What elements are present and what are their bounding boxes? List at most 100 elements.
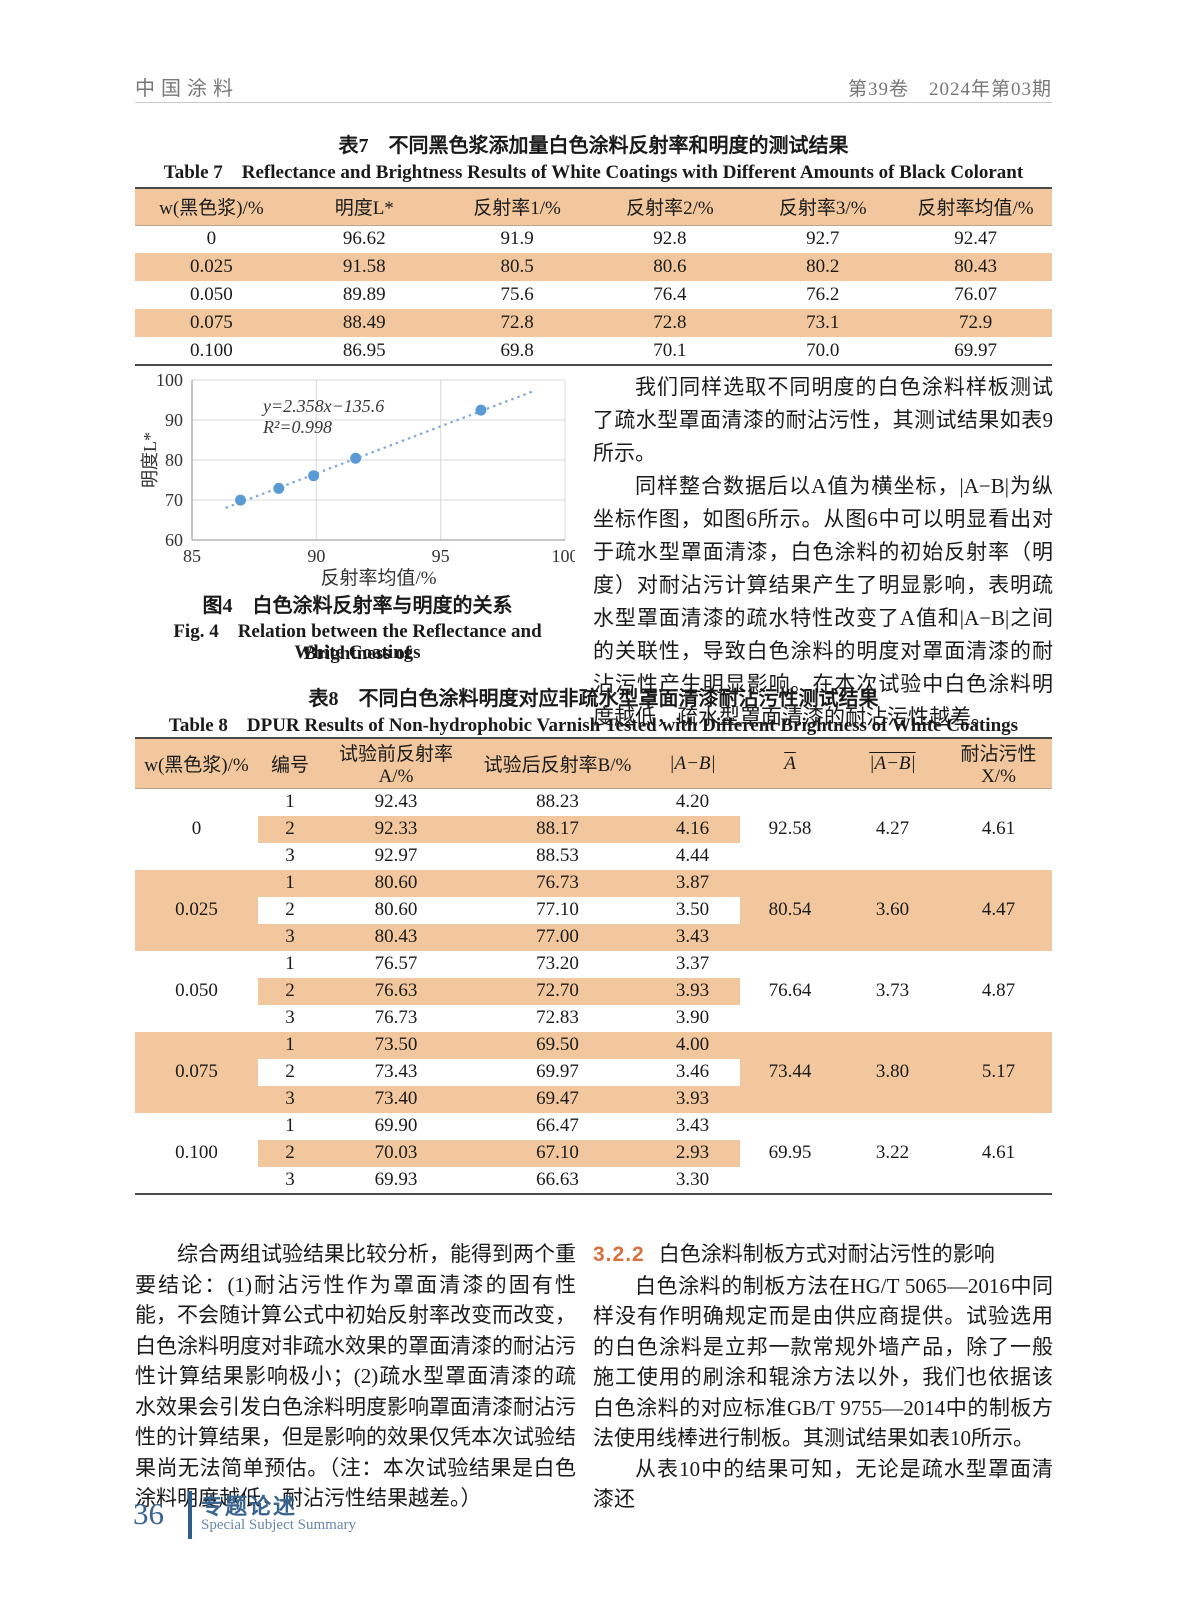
table8-caption-en: Table 8 DPUR Results of Non-hydrophobic …: [168, 715, 1019, 736]
x-axis-label: 反射率均值/%: [320, 567, 436, 587]
table-cell: 80.43: [322, 923, 470, 951]
table7: w(黑色浆)/% 明度L* 反射率1/% 反射率2/% 反射率3/% 反射率均值/% 0 9…: [135, 187, 1052, 366]
journal-name: 中国涂料: [135, 78, 239, 100]
table-cell: 73.1: [806, 312, 840, 333]
table-cell: 75.6: [500, 284, 534, 305]
table-cell: 89.89: [342, 284, 386, 305]
table-cell: 4.16: [645, 815, 740, 843]
table-cell: 88.23: [470, 788, 645, 816]
table-cell: 3.93: [645, 1085, 740, 1113]
group-w-value: 0.050: [135, 950, 258, 1032]
table-cell: 72.83: [470, 1004, 645, 1032]
table-row: 0.050 1 76.57 73.20 3.37 76.64 3.73 4.87: [135, 950, 1052, 1032]
overline-symbol: |A−B|: [869, 752, 916, 774]
table8-body: 0 1 92.43 88.23 4.20 92.58 4.27 4.61 2 92.33 88.17…: [135, 788, 1052, 1194]
table-cell: 3: [258, 1004, 322, 1032]
table-cell: 72.8: [653, 312, 687, 333]
group-w-value: 0.025: [135, 869, 258, 951]
y-tick-label: 60: [165, 530, 183, 550]
table-cell: 3: [258, 1085, 322, 1113]
table-cell: 69.97: [470, 1058, 645, 1086]
y-axis-label: 明度L*: [140, 432, 160, 488]
overline-symbol: A: [784, 752, 796, 774]
column-header: 编号: [270, 755, 309, 776]
table-cell: 4.20: [645, 788, 740, 816]
data-point: [273, 482, 285, 494]
table-row: 2 70.03 67.10 2.93: [135, 1139, 1052, 1167]
table-row: 3 76.73 72.83 3.90: [135, 1004, 1052, 1032]
table-cell: 3: [258, 923, 322, 951]
group-dpur-x: 4.61: [945, 788, 1052, 870]
table-cell: 92.7: [806, 228, 840, 250]
y-tick-label: 70: [165, 490, 183, 510]
table7-caption-en: Table 7 Reflectance and Brightness Resul…: [163, 162, 1024, 183]
group-dpur-x: 4.61: [945, 1112, 1052, 1194]
group-w-value: 0: [135, 788, 258, 870]
table-row: 0.075 88.49 72.8 72.8 73.1 72.9: [135, 309, 1052, 337]
data-point: [308, 470, 320, 482]
table-row: 0 96.62 91.9 92.8 92.7 92.47: [135, 225, 1052, 253]
table-cell: 3.43: [645, 1112, 740, 1140]
table-cell: 2: [258, 1058, 322, 1086]
y-tick-label: 80: [165, 450, 183, 470]
scatter-plot: 60 70 80 90 100 85 90 95 100 y=2.358x−135.6R²=0.9…: [140, 370, 579, 589]
table-cell: 1: [258, 950, 322, 978]
trendline-equation: y=2.358x−135.6: [261, 396, 384, 416]
group-dpur-x: 4.87: [945, 950, 1052, 1032]
table-cell: 92.33: [322, 815, 470, 843]
header-divider: [135, 102, 1052, 103]
table-row: 0.100 86.95 69.8 70.1 70.0 69.97: [135, 337, 1052, 365]
group-dpur-x: 5.17: [945, 1031, 1052, 1113]
column-header: 试验前反射率A/%: [338, 744, 453, 787]
table-cell: 77.10: [470, 896, 645, 924]
table-cell: 2: [258, 977, 322, 1005]
table8-caption-zh: 表8 不同白色涂料明度对应非疏水型罩面清漆耐沾污性测试结果: [308, 688, 879, 710]
y-tick-label: 100: [156, 372, 183, 390]
table-cell: 72.8: [500, 312, 534, 333]
note-text: （注：本次试验结果是白色涂料明度越低，耐沾污性结果越差。）: [135, 1455, 577, 1511]
table-cell: 1: [258, 1031, 322, 1059]
table-cell: 3: [258, 842, 322, 870]
table-cell: 3.30: [645, 1166, 740, 1194]
table-row: 2 92.33 88.17 4.16: [135, 815, 1052, 843]
column-header: 反射率3/%: [778, 198, 867, 220]
table-cell: 0.050: [190, 284, 233, 305]
paragraph: 综合两组试验结果比较分析，能得到两个重要结论：(1)耐沾污性作为罩面清漆的固有性…: [135, 1239, 576, 1514]
table8: w(黑色浆)/% 编号 试验前反射率A/% 试验后反射率B/% |A−B| A |A−B| 耐…: [135, 737, 1052, 1195]
table7-body: 0 96.62 91.9 92.8 92.7 92.47 0.025 91.58 80.5 80.…: [135, 225, 1052, 365]
table-cell: 66.63: [470, 1166, 645, 1194]
table-cell: 73.20: [470, 950, 645, 978]
column-header: 反射率2/%: [626, 198, 714, 220]
group-avg-a: 92.58: [740, 788, 840, 870]
table-cell: 0: [206, 228, 217, 250]
fig4-caption-zh: 图4 白色涂料反射率与明度的关系: [202, 595, 513, 617]
table-cell: 3.93: [645, 977, 740, 1005]
table-cell: 3.87: [645, 869, 740, 897]
group-avg-a: 80.54: [740, 869, 840, 951]
data-point: [234, 494, 246, 506]
table-cell: 69.93: [322, 1166, 470, 1194]
table-cell: 4.00: [645, 1031, 740, 1059]
x-tick-label: 85: [183, 546, 201, 566]
table-cell: 76.73: [322, 1004, 470, 1032]
table-cell: 2: [258, 896, 322, 924]
bottom-right-column: 3.2.2 白色涂料制板方式对耐沾污性的影响 白色涂料的制板方法在HG/T 506…: [593, 1239, 1053, 1515]
footer-column-zh: 专题论述: [201, 1494, 298, 1519]
group-avg-ab: 3.73: [840, 950, 945, 1032]
section-heading: 3.2.2 白色涂料制板方式对耐沾污性的影响: [593, 1239, 1053, 1271]
table-cell: 2.93: [645, 1139, 740, 1167]
volume-issue: 第39卷 2024年第03期: [847, 79, 1052, 100]
group-avg-a: 69.95: [740, 1112, 840, 1194]
table-cell: 1: [258, 788, 322, 816]
table-cell: 88.17: [470, 815, 645, 843]
table-row: 3 80.43 77.00 3.43: [135, 923, 1052, 951]
column-header: 试验后反射率B/%: [483, 755, 632, 776]
table-cell: 91.58: [342, 256, 386, 277]
group-avg-a: 73.44: [740, 1031, 840, 1113]
column-header: A: [740, 738, 840, 789]
table-row: 2 73.43 69.97 3.46: [135, 1058, 1052, 1086]
table-cell: 73.43: [322, 1058, 470, 1086]
table-cell: 0.100: [190, 339, 233, 361]
table-cell: 70.0: [806, 339, 840, 361]
section-number: 3.2.2: [593, 1243, 645, 1266]
